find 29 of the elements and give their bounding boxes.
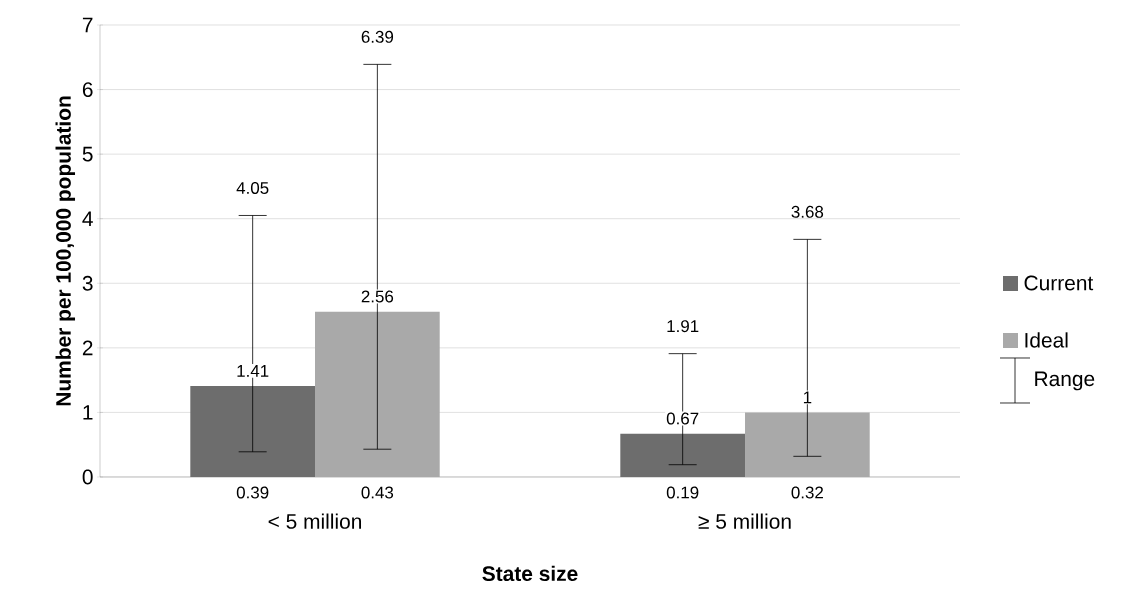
annotation: 4.05: [236, 181, 269, 194]
y-tick-label: 1: [83, 405, 93, 420]
x-tick-label: ≥ 5 million: [698, 513, 791, 529]
text: 0.43: [361, 486, 394, 499]
data-label: 2.56: [361, 290, 394, 303]
text: 0.19: [666, 486, 699, 499]
data-label: 1: [803, 391, 812, 404]
text: Range: [1035, 371, 1095, 391]
text: 0.32: [791, 486, 823, 499]
annotation: 1.91: [667, 320, 699, 333]
y-tick-label: 2: [82, 340, 93, 356]
text: 0.39: [236, 486, 269, 499]
y-tick-label: 0: [82, 469, 93, 485]
x-tick-label: < 5 million: [268, 513, 362, 529]
annotation: 6.39: [361, 30, 394, 43]
y-tick-label: 5: [82, 146, 93, 162]
y-tick-label: 6: [82, 82, 93, 97]
x-axis-title: State size: [482, 565, 578, 582]
bar: [620, 433, 746, 477]
annotation: 3.68: [791, 205, 824, 218]
y-tick-label: 3: [82, 275, 93, 291]
y-tick-label: 4: [82, 211, 93, 226]
legend-label: Current: [1024, 275, 1094, 291]
legend-label: Ideal: [1025, 332, 1068, 348]
data-label: 0.67: [666, 412, 699, 425]
bar: [190, 385, 316, 477]
data-label: 1.41: [237, 365, 269, 377]
y-tick-label: 7: [82, 17, 93, 33]
y-axis-title: Number per 100,000 population: [55, 96, 76, 406]
